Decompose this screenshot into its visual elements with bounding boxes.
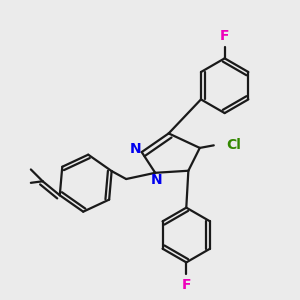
Text: N: N <box>151 173 163 187</box>
Text: F: F <box>182 278 191 292</box>
Text: Cl: Cl <box>226 138 241 152</box>
Text: F: F <box>220 29 230 43</box>
Text: N: N <box>130 142 141 156</box>
